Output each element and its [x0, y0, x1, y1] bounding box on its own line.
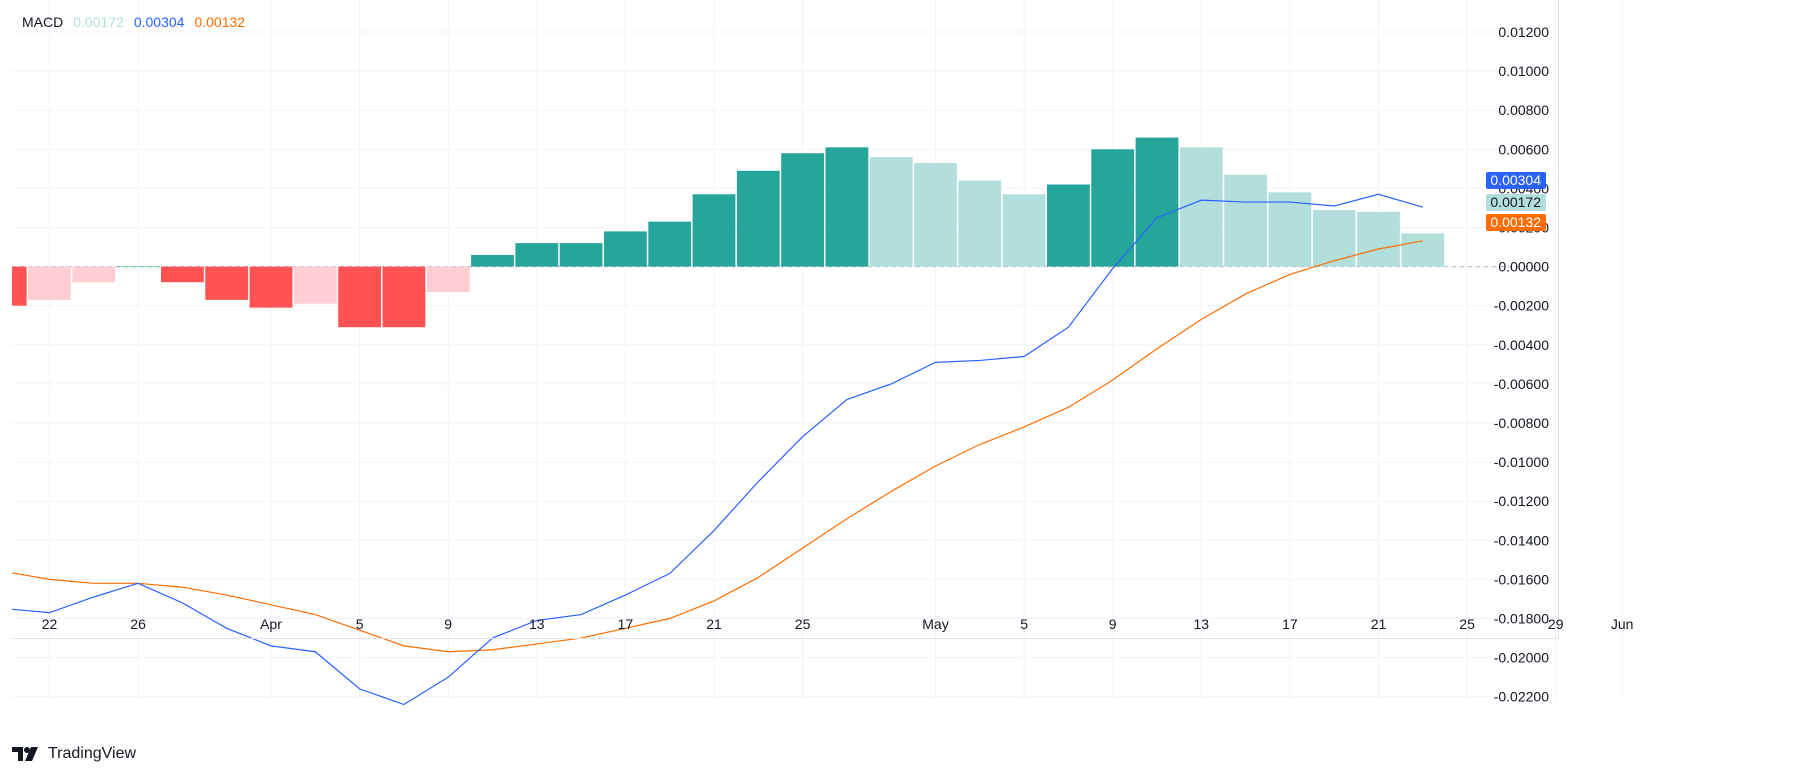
y-axis-tick-label: 0.00000	[1498, 259, 1549, 275]
histogram-bar	[293, 266, 337, 304]
y-axis-tick-label: -0.01400	[1494, 532, 1549, 548]
legend-indicator-name: MACD	[22, 14, 64, 30]
y-axis-labels[interactable]: 0.012000.010000.008000.006000.004000.002…	[1494, 24, 1549, 705]
hist-value-badge-label: 0.00172	[1490, 194, 1541, 210]
histogram-bar	[28, 266, 71, 300]
y-axis-tick-label: -0.00800	[1494, 415, 1549, 431]
x-axis-tick-label: 5	[1020, 616, 1028, 632]
brand-name: TradingView	[48, 745, 137, 762]
histogram-bar	[161, 266, 204, 283]
y-axis-tick-label: -0.01000	[1494, 454, 1549, 470]
x-axis-tick-label: 9	[1109, 616, 1117, 632]
x-axis-tick-label: 21	[706, 616, 722, 632]
x-axis-tick-label: Apr	[260, 616, 282, 632]
histogram-bar	[1002, 194, 1046, 267]
histogram-series	[12, 137, 1445, 328]
x-axis-tick-label: 17	[618, 616, 634, 632]
grid	[12, 0, 1623, 700]
histogram-bar	[648, 221, 692, 267]
histogram-bar	[205, 266, 249, 300]
price-badges: 0.00304 0.00172 0.00132	[1486, 172, 1546, 231]
x-axis-tick-label: Jun	[1611, 616, 1634, 632]
x-axis-tick-label: 13	[529, 616, 545, 632]
y-axis-tick-label: -0.01800	[1494, 611, 1549, 627]
x-axis-tick-label: 25	[795, 616, 811, 632]
macd-line-series	[11, 193, 1423, 706]
histogram-bar	[825, 147, 869, 267]
y-axis-tick-label: -0.00400	[1494, 337, 1549, 353]
signal-line-series	[11, 240, 1423, 653]
histogram-bar	[914, 162, 957, 267]
y-axis-tick-label: 0.00800	[1498, 102, 1549, 118]
histogram-bar	[781, 153, 824, 267]
x-axis-tick-label: 13	[1194, 616, 1210, 632]
y-axis-tick-label: -0.01600	[1494, 571, 1549, 587]
x-axis-tick-label: 9	[444, 616, 452, 632]
histogram-bar	[1268, 192, 1312, 267]
histogram-bar	[1047, 184, 1090, 267]
macd-line	[11, 193, 1423, 706]
tradingview-attribution[interactable]: TradingView	[12, 745, 136, 763]
histogram-bar	[249, 266, 293, 308]
histogram-bar	[471, 254, 514, 267]
legend-signal-value: 0.00132	[194, 14, 246, 30]
x-axis-tick-label: May	[922, 616, 948, 632]
y-axis-tick-label: 0.01000	[1498, 63, 1549, 79]
x-axis-tick-label: 26	[130, 616, 146, 632]
indicator-legend[interactable]: MACD 0.00172 0.00304 0.00132	[22, 14, 245, 30]
y-axis-tick-label: -0.01200	[1494, 493, 1549, 509]
x-axis-tick-label: 21	[1371, 616, 1387, 632]
histogram-bar	[559, 243, 603, 267]
x-axis-tick-label: 25	[1459, 616, 1475, 632]
signal-value-badge	[1486, 214, 1546, 231]
axes	[12, 0, 1559, 639]
histogram-bar	[869, 157, 913, 267]
x-axis-tick-label: 22	[42, 616, 58, 632]
macd-value-badge-label: 0.00304	[1490, 172, 1541, 188]
y-axis-tick-label: 0.01200	[1498, 24, 1549, 40]
histogram-bar	[72, 266, 116, 283]
histogram-bar	[515, 243, 559, 267]
hist-value-badge	[1486, 194, 1546, 211]
histogram-bar	[426, 266, 470, 293]
histogram-bar	[12, 266, 27, 306]
histogram-bar	[692, 194, 736, 267]
legend-macd-value: 0.00304	[133, 14, 185, 30]
legend-histogram-value: 0.00172	[73, 14, 124, 30]
x-axis-labels[interactable]: 22 26 Apr 5 9 13 17 21 25 May 5 9 13 17 21 25 29 Jun	[42, 616, 1634, 632]
histogram-bar	[382, 266, 426, 328]
y-axis-tick-label: -0.02000	[1494, 650, 1549, 666]
histogram-bar	[604, 231, 647, 267]
tradingview-logo-icon	[12, 747, 38, 761]
histogram-bar	[116, 266, 160, 268]
histogram-bar	[1312, 209, 1356, 267]
y-axis-tick-label: -0.02200	[1494, 689, 1549, 705]
y-axis-tick-label: 0.00600	[1498, 141, 1549, 157]
histogram-bar	[1179, 147, 1223, 267]
x-axis-tick-label: 29	[1548, 616, 1564, 632]
x-axis-tick-label: 5	[356, 616, 364, 632]
histogram-bar	[736, 170, 780, 267]
histogram-bar	[1135, 137, 1179, 267]
y-axis-tick-label: -0.00200	[1494, 298, 1549, 314]
x-axis-tick-label: 17	[1282, 616, 1298, 632]
signal-line	[11, 240, 1423, 653]
histogram-bar	[338, 266, 381, 328]
histogram-bar	[1401, 233, 1445, 267]
histogram-bar	[1224, 174, 1267, 267]
histogram-bar	[1091, 149, 1135, 267]
histogram-bar	[958, 180, 1002, 267]
histogram-bar	[1357, 211, 1400, 267]
macd-value-badge	[1486, 172, 1546, 189]
y-axis-tick-label: -0.00600	[1494, 376, 1549, 392]
signal-value-badge-label: 0.00132	[1490, 214, 1541, 230]
